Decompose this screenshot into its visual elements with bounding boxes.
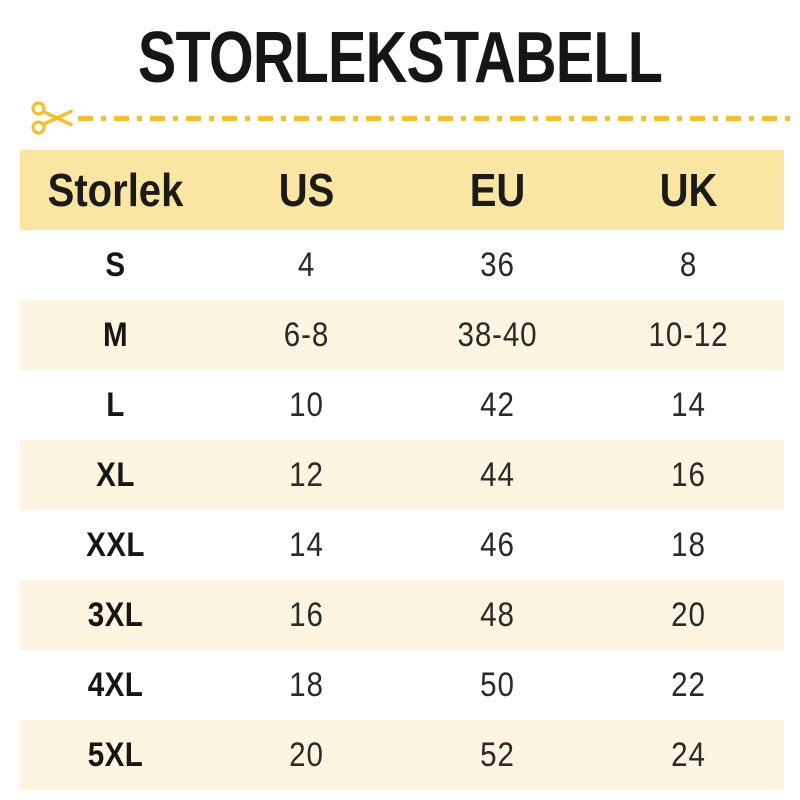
table-row-xl: XL 12 44 16 [20,440,784,510]
uk-value-cell: 16 [671,455,706,494]
column-header-uk: UK [659,164,718,216]
us-value-cell: 20 [289,735,324,774]
table-row-l: L 10 42 14 [20,370,784,440]
us-value-cell: 10 [289,385,324,424]
eu-value-cell: 36 [480,245,515,284]
uk-value-cell: 8 [679,245,698,284]
uk-value-cell: 18 [671,525,706,564]
table-row-4xl: 4XL 18 50 22 [20,650,784,720]
scissors-icon [30,98,74,138]
table-row-s: S 4 36 8 [20,230,784,300]
table-row-xxl: XXL 14 46 18 [20,510,784,580]
uk-value-cell: 20 [671,595,706,634]
us-value-cell: 12 [289,455,324,494]
eu-value-cell: 42 [480,385,515,424]
us-value-cell: 16 [289,595,324,634]
size-label-cell: XL [96,455,135,494]
uk-value-cell: 14 [671,385,706,424]
table-row-m: M 6-8 38-40 10-12 [20,300,784,370]
us-value-cell: 14 [289,525,324,564]
size-label-cell: 5XL [87,735,144,774]
eu-value-cell: 46 [480,525,515,564]
page-title: STORLEKSTABELL [137,18,663,98]
eu-value-cell: 44 [480,455,515,494]
dashed-cut-line [78,115,790,121]
size-label-cell: M [102,315,129,354]
eu-value-cell: 50 [480,665,515,704]
us-value-cell: 6-8 [283,315,330,354]
size-label-cell: XXL [86,525,145,564]
column-header-storlek: Storlek [47,164,184,216]
uk-value-cell: 22 [671,665,706,704]
table-row-5xl: 5XL 20 52 24 [20,720,784,790]
size-label-cell: S [105,245,126,284]
cut-line [30,98,790,138]
size-label-cell: 3XL [87,595,144,634]
column-header-us: US [278,164,335,216]
eu-value-cell: 38-40 [457,315,538,354]
uk-value-cell: 24 [671,735,706,774]
size-table: Storlek US EU UK S 4 36 8 M 6-8 38-40 10… [20,150,784,790]
size-label-cell: L [106,385,125,424]
size-label-cell: 4XL [87,665,144,704]
table-row-3xl: 3XL 16 48 20 [20,580,784,650]
column-header-eu: EU [469,164,526,216]
us-value-cell: 4 [297,245,316,284]
uk-value-cell: 10-12 [648,315,729,354]
eu-value-cell: 52 [480,735,515,774]
us-value-cell: 18 [289,665,324,704]
table-header-row: Storlek US EU UK [20,150,784,230]
eu-value-cell: 48 [480,595,515,634]
